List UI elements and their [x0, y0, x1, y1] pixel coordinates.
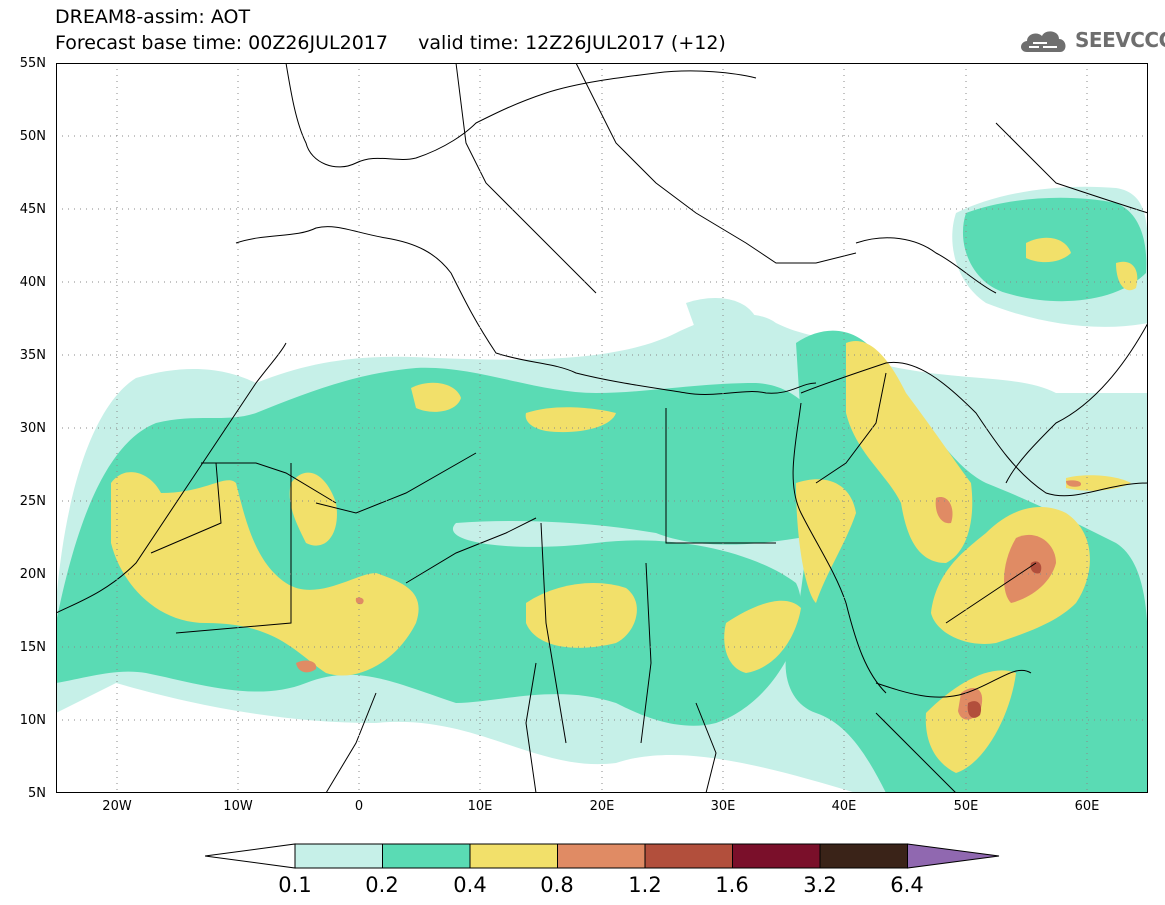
legend-label-1.6: 1.6 — [715, 873, 749, 897]
lon-label-20e: 20E — [589, 799, 615, 814]
lon-label-60e: 60E — [1074, 799, 1100, 814]
logo-text: SEEVCCC — [1075, 28, 1165, 52]
color-legend — [204, 843, 1000, 869]
map-border — [56, 63, 1148, 793]
lat-label-5n: 5N — [28, 786, 46, 801]
lon-label-10w: 10W — [223, 799, 253, 814]
graticule — [56, 63, 1148, 793]
legend-label-0.4: 0.4 — [453, 873, 487, 897]
legend-label-0.1: 0.1 — [278, 873, 312, 897]
map-title: DREAM8-assim: AOT — [55, 6, 251, 28]
lat-label-30n: 30N — [19, 421, 46, 436]
lat-label-40n: 40N — [19, 275, 46, 290]
lon-label-30e: 30E — [710, 799, 736, 814]
legend-swatch-1.6 — [732, 843, 821, 869]
legend-swatch-0.2 — [382, 843, 471, 869]
map-canvas — [55, 62, 1149, 794]
legend-swatch-1.2 — [644, 843, 733, 869]
aot-map — [55, 62, 1149, 794]
lat-label-45n: 45N — [19, 202, 46, 217]
lat-label-15n: 15N — [19, 640, 46, 655]
lon-label-10e: 10E — [467, 799, 493, 814]
lat-label-20n: 20N — [19, 567, 46, 582]
legend-label-1.2: 1.2 — [628, 873, 662, 897]
legend-arrow-over — [907, 843, 1000, 869]
legend-swatch-0.8 — [557, 843, 646, 869]
lon-label-40e: 40E — [831, 799, 857, 814]
lon-label-50e: 50E — [953, 799, 979, 814]
legend-label-3.2: 3.2 — [803, 873, 837, 897]
legend-label-0.8: 0.8 — [540, 873, 574, 897]
lat-label-55n: 55N — [19, 56, 46, 71]
legend-swatch-0.1 — [294, 843, 383, 869]
seevccc-logo: SEEVCCC — [1017, 26, 1165, 56]
lon-label-20w: 20W — [102, 799, 132, 814]
lon-label-0: 0 — [354, 799, 364, 814]
coastlines-borders — [55, 62, 1149, 794]
legend-swatch-0.4 — [469, 843, 558, 869]
forecast-time-line: Forecast base time: 00Z26JUL2017 valid t… — [55, 32, 726, 54]
lat-label-50n: 50N — [19, 129, 46, 144]
legend-arrow-under — [204, 843, 296, 869]
lat-label-25n: 25N — [19, 494, 46, 509]
legend-label-6.4: 6.4 — [890, 873, 924, 897]
lat-label-35n: 35N — [19, 348, 46, 363]
cloud-icon — [1021, 31, 1066, 52]
aot-contour-0.4 — [111, 237, 1138, 773]
lat-label-10n: 10N — [19, 713, 46, 728]
legend-swatch-3.2 — [819, 843, 908, 869]
colorbar-svg — [204, 843, 1000, 869]
legend-label-0.2: 0.2 — [365, 873, 399, 897]
